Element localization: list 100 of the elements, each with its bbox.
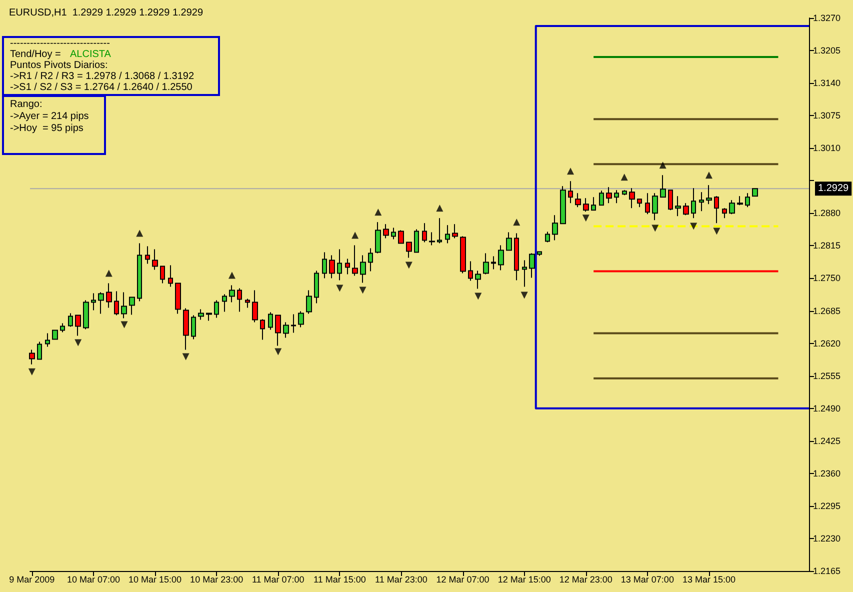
candlestick	[29, 349, 35, 365]
candlestick	[45, 332, 50, 348]
candlestick	[345, 258, 350, 275]
point	[74, 339, 82, 346]
annotation: Rango:	[10, 99, 42, 110]
candlestick	[583, 198, 589, 212]
candlestick	[545, 231, 550, 243]
candlestick	[214, 300, 219, 318]
candlestick	[68, 312, 73, 328]
candlestick	[522, 260, 527, 288]
candlestick	[175, 282, 181, 314]
candlestick	[668, 190, 673, 211]
candlestick	[591, 196, 596, 211]
candlestick	[529, 252, 535, 278]
candlestick	[91, 292, 96, 311]
candlestick	[183, 308, 189, 350]
candlestick	[168, 264, 173, 288]
y-tick-label: 1.2360	[813, 468, 841, 478]
point	[405, 262, 412, 269]
chart-title: EURUSD,H1 1.2929 1.2929 1.2929 1.2929	[9, 8, 204, 18]
y-tick-label: 1.2425	[813, 436, 841, 446]
x-tick-label: 11 Mar 23:00	[375, 574, 428, 584]
point	[620, 174, 628, 181]
x-tick-label: 13 Mar 15:00	[682, 574, 736, 584]
point	[582, 214, 590, 222]
candlestick	[614, 190, 619, 204]
candlestick	[714, 196, 719, 224]
point	[520, 292, 528, 299]
y-tick-label: 1.2750	[813, 273, 841, 284]
point	[182, 353, 190, 360]
candlestick	[160, 266, 165, 284]
candlestick	[752, 188, 758, 197]
candlestick	[368, 248, 373, 272]
annotation: Tend/Hoy =	[10, 49, 61, 60]
x-tick-label: 11 Mar 07:00	[252, 574, 304, 584]
candlestick	[129, 296, 135, 316]
ref-line-label: 1.2929	[818, 183, 850, 194]
x-tick-label: 12 Mar 23:00	[559, 574, 612, 584]
annotation: ------------------------------	[10, 38, 110, 49]
annotation: ->Hoy = 95 pips	[10, 123, 84, 134]
x-tick-label: 10 Mar 23:00	[190, 574, 244, 584]
candlestick	[514, 232, 519, 281]
y-tick-label: 1.2555	[813, 370, 841, 381]
candlestick	[106, 282, 112, 308]
candlestick	[52, 330, 58, 340]
point	[352, 232, 359, 239]
point	[336, 284, 344, 292]
candlestick	[429, 232, 435, 246]
candlestick	[722, 208, 727, 219]
point	[652, 224, 659, 232]
annotation: Puntos Pivots Diarios:	[10, 60, 108, 71]
candlestick	[506, 232, 512, 251]
point	[705, 172, 712, 179]
candlestick	[652, 192, 658, 221]
candlestick	[568, 180, 573, 204]
point	[228, 272, 236, 279]
annotation: ->R1 / R2 / R3 = 1.2978 / 1.3068 / 1.3192	[10, 71, 194, 82]
candlestick	[329, 254, 335, 279]
candlestick	[498, 244, 504, 271]
candlestick	[314, 270, 319, 304]
candlestick	[629, 188, 635, 209]
x-tick-label: 11 Mar 15:00	[313, 574, 366, 584]
x-tick-label: 12 Mar 15:00	[498, 574, 551, 584]
candlestick	[560, 186, 566, 225]
candlestick	[222, 294, 227, 312]
point	[374, 208, 382, 216]
candlestick	[60, 322, 65, 333]
y-tick-label: 1.3270	[813, 13, 841, 23]
x-tick-label: 13 Mar 07:00	[620, 574, 674, 584]
candlestick	[452, 224, 458, 239]
candlestick	[237, 288, 242, 312]
point	[436, 204, 444, 212]
x-tick-label: 9 Mar 2009	[9, 574, 55, 584]
x-tick-label: 10 Mar 15:00	[128, 574, 182, 584]
y-tick-label: 1.2685	[813, 306, 841, 316]
candlestick	[468, 260, 473, 282]
candlestick	[322, 252, 327, 279]
candlestick	[637, 198, 642, 208]
candlestick	[114, 290, 119, 316]
annotation: ->Ayer = 214 pips	[10, 111, 89, 122]
candlestick	[83, 300, 89, 330]
y-tick-label: 1.2880	[813, 208, 841, 218]
candlestick	[537, 250, 542, 256]
candlestick	[391, 227, 396, 240]
y-tick-label: 1.3010	[813, 143, 841, 154]
candlestick	[360, 254, 366, 284]
candlestick	[552, 214, 558, 241]
candlestick	[645, 192, 650, 215]
candlestick	[683, 202, 689, 216]
candlestick	[660, 174, 666, 198]
y-tick-label: 1.2815	[813, 240, 841, 251]
y-tick-label: 1.2230	[813, 533, 841, 544]
candlestick	[375, 222, 381, 254]
candlestick	[575, 192, 581, 208]
candlestick	[352, 244, 358, 276]
y-tick-label: 1.2490	[813, 403, 841, 414]
point	[359, 286, 366, 294]
point	[136, 230, 144, 237]
candlestick	[691, 188, 696, 219]
candlestick	[445, 224, 450, 244]
